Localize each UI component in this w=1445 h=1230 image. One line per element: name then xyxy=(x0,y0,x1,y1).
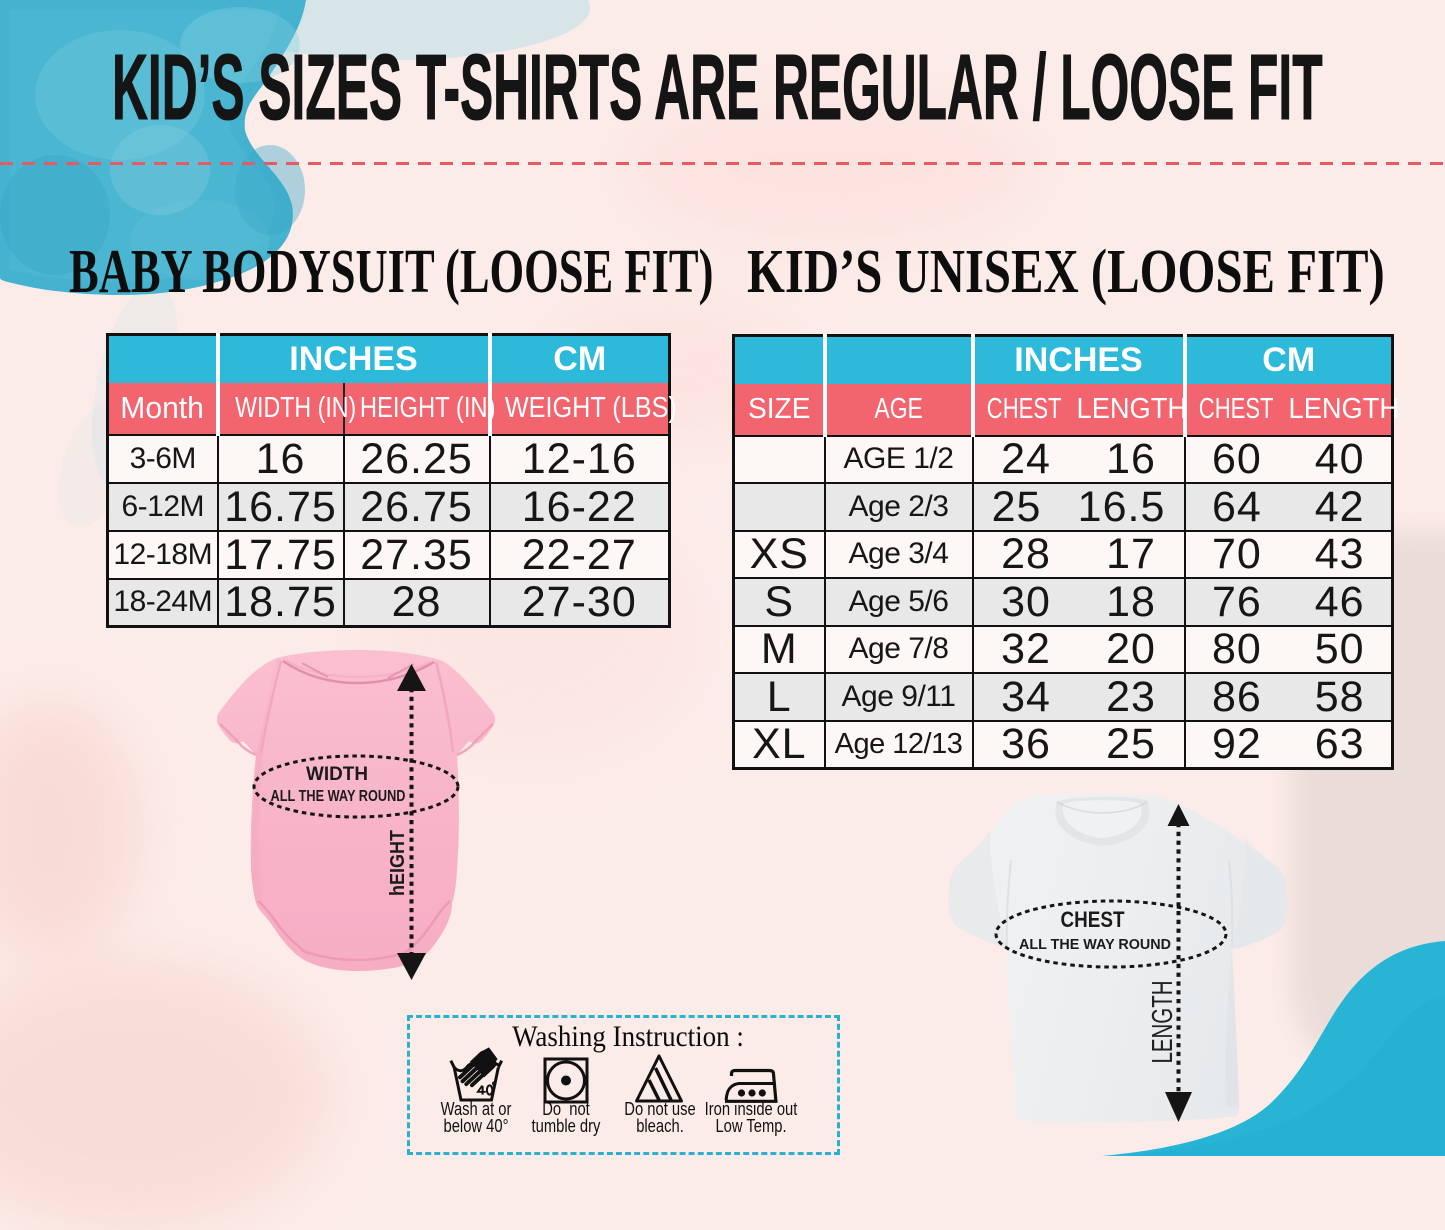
svg-text:LENGTH: LENGTH xyxy=(1147,981,1179,1064)
svg-text:hEIGHT: hEIGHT xyxy=(386,830,409,896)
svg-text:ALL THE WAY ROUND: ALL THE WAY ROUND xyxy=(271,788,406,805)
svg-text:CHEST: CHEST xyxy=(1061,907,1125,932)
svg-text:WIDTH: WIDTH xyxy=(306,764,368,785)
svg-text:ALL THE WAY ROUND: ALL THE WAY ROUND xyxy=(1019,937,1171,953)
